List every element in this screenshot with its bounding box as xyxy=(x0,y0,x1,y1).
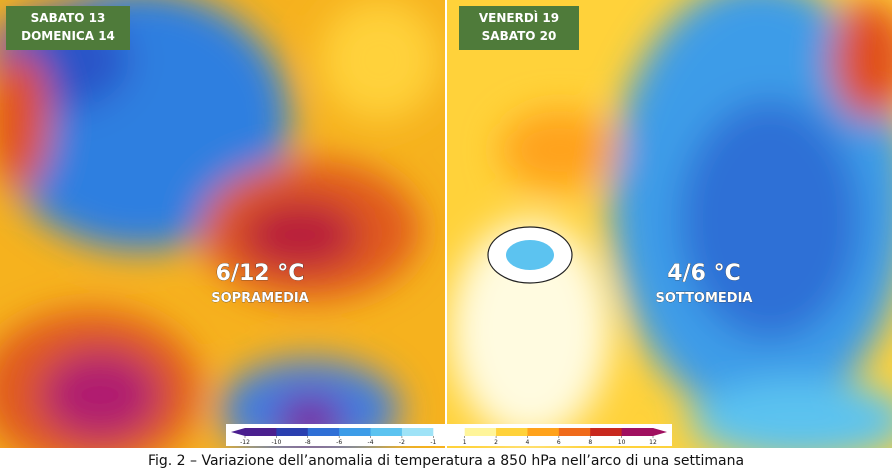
colorbar-segment xyxy=(401,428,434,436)
colorbar-segment xyxy=(496,428,528,436)
anomaly: 4/6 °C xyxy=(667,261,740,286)
tick-label: 2 xyxy=(494,439,498,446)
date-box xyxy=(459,6,579,50)
date: SABATO 20 xyxy=(482,29,557,43)
anomaly: 6/12 °C xyxy=(216,261,305,286)
colorbar-segment xyxy=(370,428,403,436)
colorbar-segment xyxy=(527,428,560,436)
date-box xyxy=(6,6,130,50)
date: SABATO 13 xyxy=(31,11,106,25)
tick-label: 1 xyxy=(463,439,467,446)
date: DOMENICA 14 xyxy=(21,29,115,43)
colorbar: -12 -10 -8 -6 -4 -2 -1 1 2 4 6 8 10 12 xyxy=(231,428,667,446)
colorbar-end xyxy=(231,428,245,436)
tick-label: -1 xyxy=(430,439,436,446)
colorbar-segment xyxy=(433,428,466,436)
anomaly-label: SOTTOMEDIA xyxy=(655,291,752,306)
colorbar-segment xyxy=(339,428,372,436)
tick-label: -4 xyxy=(368,439,374,446)
colorbar-end xyxy=(653,428,667,436)
tick-label: 10 xyxy=(618,439,626,446)
tick-label: -10 xyxy=(271,439,281,446)
tick-label: 8 xyxy=(588,439,592,446)
colorbar-segment xyxy=(590,428,623,436)
colorbar-segment xyxy=(245,428,277,436)
tick-label: 12 xyxy=(649,439,657,446)
colorbar-segment xyxy=(276,428,309,436)
caption: Fig. 2 – Variazione dell’anomalia di tem… xyxy=(148,453,744,469)
colorbar-segment xyxy=(464,428,497,436)
colorbar-segment xyxy=(621,428,654,436)
colorbar-segment xyxy=(558,428,591,436)
tick-label: -12 xyxy=(240,439,250,446)
anomaly-label: SOPRAMEDIA xyxy=(211,291,309,306)
date: VENERDÌ 19 xyxy=(479,10,559,25)
right-map xyxy=(447,0,892,448)
tick-label: -8 xyxy=(305,439,311,446)
left-map xyxy=(0,0,445,448)
tick-label: 6 xyxy=(557,439,561,446)
colorbar-segment xyxy=(307,428,340,436)
tick-label: 4 xyxy=(526,439,530,446)
tick-label: -6 xyxy=(336,439,342,446)
tick-label: -2 xyxy=(399,439,405,446)
